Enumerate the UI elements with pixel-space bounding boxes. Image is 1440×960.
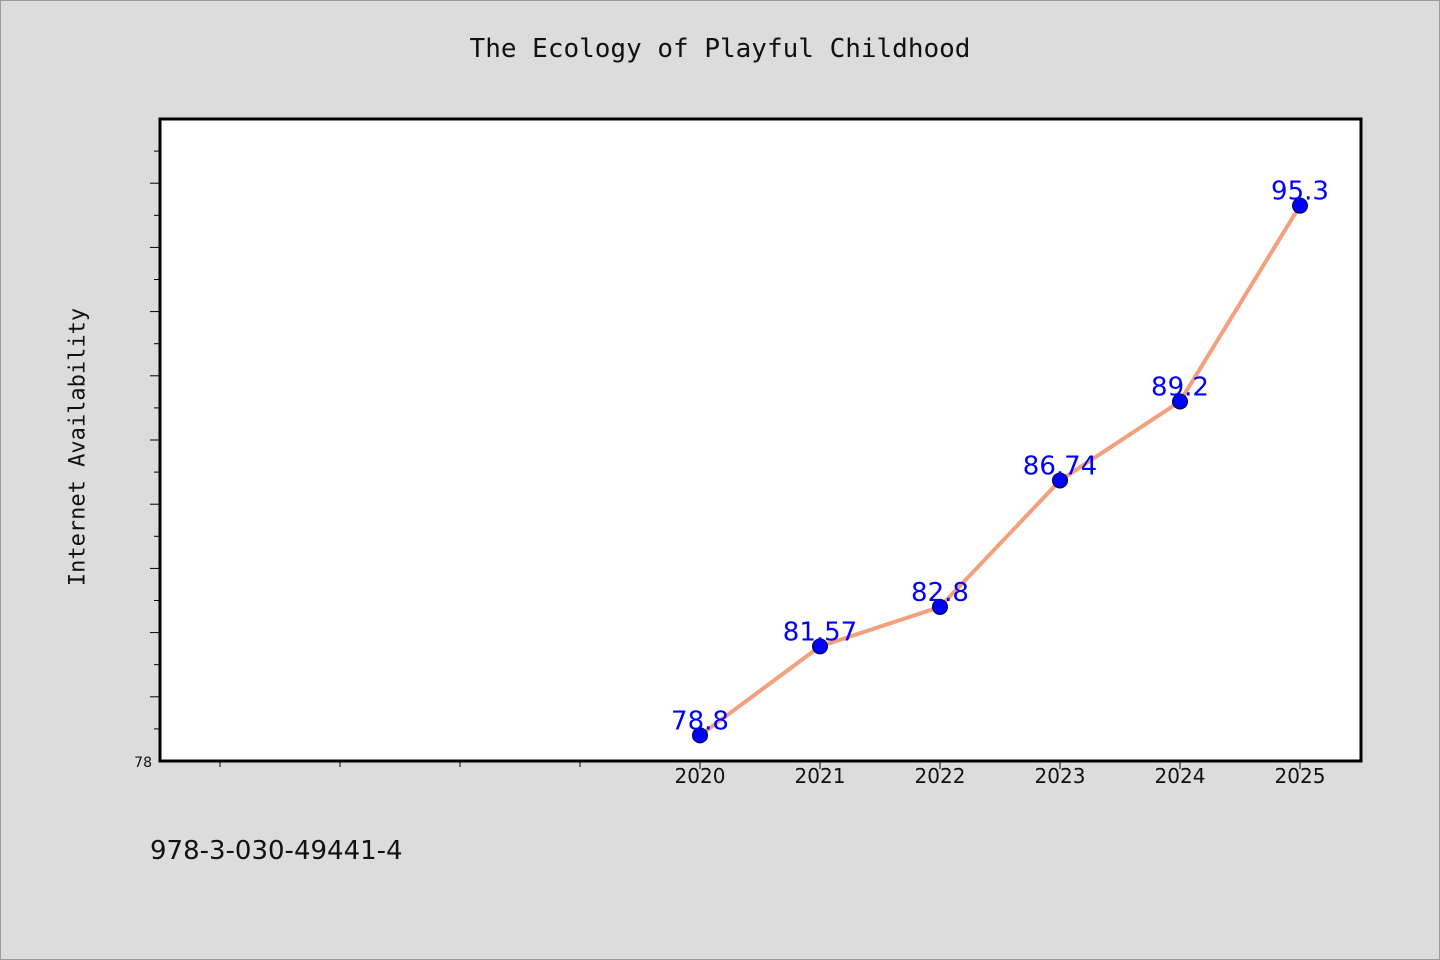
data-label: 81.57 xyxy=(783,617,857,647)
data-point xyxy=(692,727,708,744)
data-point xyxy=(1172,393,1188,410)
data-label: 95.3 xyxy=(1271,177,1329,207)
plot-area xyxy=(158,117,1363,763)
x-tick-label: 2022 xyxy=(915,764,966,788)
chart-title: The Ecology of Playful Childhood xyxy=(469,34,971,64)
series-line xyxy=(698,204,1302,737)
data-label: 86.74 xyxy=(1023,451,1097,481)
data-point xyxy=(1052,472,1068,489)
x-tick-label: 2023 xyxy=(1035,764,1086,788)
data-label: 82.8 xyxy=(911,578,969,608)
data-point xyxy=(1292,197,1308,214)
data-label: 89.2 xyxy=(1151,372,1209,402)
x-tick-label: 2020 xyxy=(675,764,726,788)
data-label: 78.8 xyxy=(671,706,729,736)
y-tick-label: 78 xyxy=(134,755,152,771)
data-point xyxy=(932,598,948,615)
x-tick-label: 2024 xyxy=(1155,764,1206,788)
data-point xyxy=(812,638,828,655)
isbn-footer: 978-3-030-49441-4 xyxy=(150,836,403,866)
x-tick-label: 2025 xyxy=(1275,764,1326,788)
x-tick-label: 2021 xyxy=(795,764,846,788)
